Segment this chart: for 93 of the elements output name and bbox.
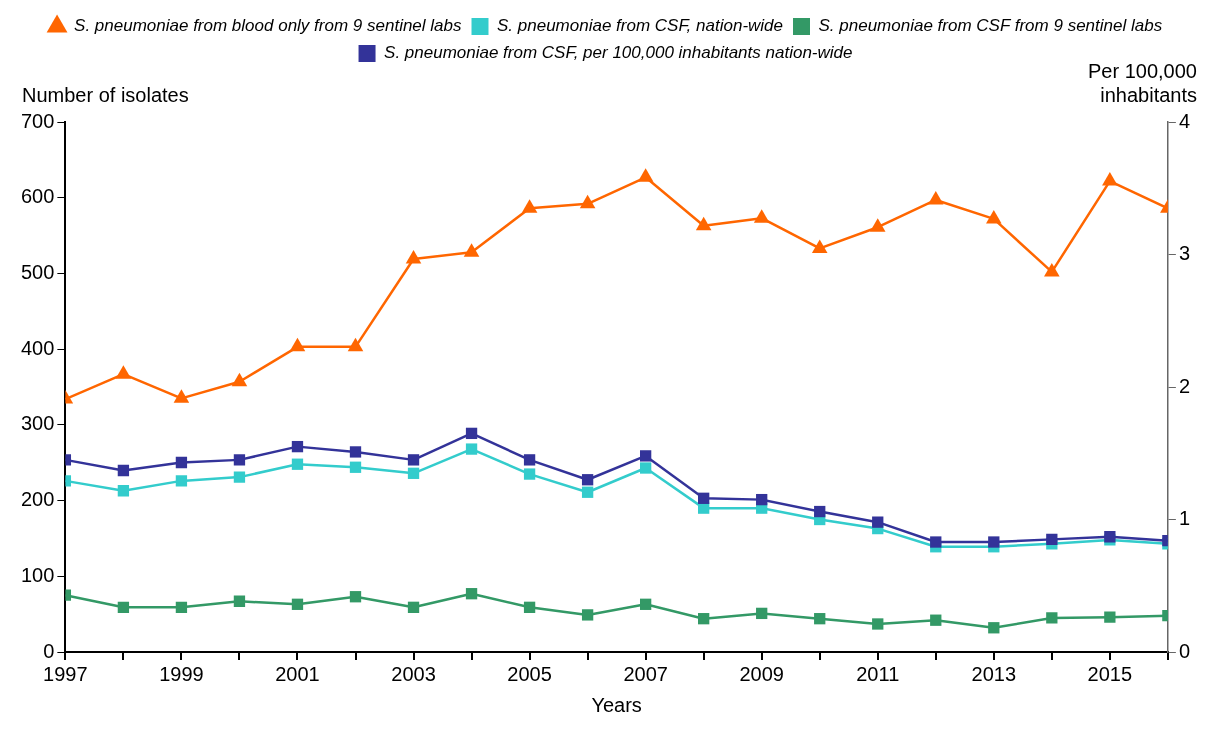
point xyxy=(291,598,304,610)
y-tick-label: 500 xyxy=(20,260,55,283)
point xyxy=(930,614,942,626)
point xyxy=(811,239,828,253)
point xyxy=(930,536,942,548)
point xyxy=(117,464,130,477)
point xyxy=(814,505,826,518)
y2-tick-label: 4 xyxy=(1178,109,1190,132)
y2-tick-label: 0 xyxy=(1178,639,1190,662)
x-tick-label: 1997 xyxy=(43,662,88,685)
point xyxy=(581,474,594,486)
x-tick-label: 2001 xyxy=(275,662,320,685)
point xyxy=(872,618,884,630)
point xyxy=(988,622,1000,634)
point xyxy=(349,591,362,603)
x-tick-label: 2003 xyxy=(391,662,436,685)
point xyxy=(347,337,364,352)
point xyxy=(405,250,422,264)
y-tick-label: 400 xyxy=(20,336,55,359)
point xyxy=(814,613,826,625)
point xyxy=(1102,172,1118,186)
point xyxy=(407,601,420,613)
x-tick-label: 2009 xyxy=(739,662,784,685)
point xyxy=(291,458,304,470)
point xyxy=(407,454,420,466)
point xyxy=(1104,611,1116,623)
point xyxy=(1044,262,1060,277)
point xyxy=(581,486,594,498)
y-tick-label: 100 xyxy=(20,563,55,586)
point xyxy=(407,467,420,479)
point xyxy=(349,461,362,473)
point xyxy=(639,598,652,610)
x-tick-label: 2007 xyxy=(623,662,668,685)
point xyxy=(465,427,478,440)
point xyxy=(291,440,304,453)
point xyxy=(695,216,712,231)
point xyxy=(988,536,1000,548)
point xyxy=(579,194,596,209)
point xyxy=(581,609,594,621)
x-tick-label: 2015 xyxy=(1087,662,1133,685)
point xyxy=(523,454,536,466)
y-axis-title: Number of isolates xyxy=(22,84,189,106)
point xyxy=(289,337,306,352)
point xyxy=(175,601,188,613)
point xyxy=(523,468,536,480)
point xyxy=(465,588,478,600)
point xyxy=(927,190,944,205)
y-tick-label: 300 xyxy=(20,412,55,435)
legend-label: S. pneumoniae from blood only from 9 sentinel labs xyxy=(74,16,462,36)
point xyxy=(463,243,480,257)
y-tick-label: 600 xyxy=(20,185,55,208)
legend-label: S. pneumoniae from CSF, per 100,000 inhabitants nation-wide xyxy=(384,43,853,63)
point xyxy=(233,595,246,607)
x-axis-title: Years xyxy=(591,694,642,716)
y-tick-label: 0 xyxy=(43,639,55,662)
point xyxy=(233,471,246,483)
point xyxy=(986,209,1002,224)
point xyxy=(1046,533,1058,546)
point xyxy=(756,607,768,620)
y-tick-label: 200 xyxy=(20,488,55,511)
point xyxy=(756,493,768,506)
x-tick-label: 1999 xyxy=(159,662,204,685)
x-tick-label: 2005 xyxy=(507,662,552,685)
point xyxy=(117,601,130,613)
point xyxy=(637,168,654,182)
point xyxy=(639,450,652,462)
y2-tick-label: 2 xyxy=(1178,374,1190,397)
point xyxy=(465,443,478,455)
point xyxy=(231,372,248,387)
point xyxy=(175,456,188,469)
y-tick-label: 700 xyxy=(20,109,55,132)
point xyxy=(698,492,710,504)
point xyxy=(349,446,362,458)
legend-label: S. pneumoniae from CSF from 9 sentinel labs xyxy=(818,16,1163,36)
point xyxy=(233,454,246,466)
point xyxy=(117,485,130,497)
y2-tick-label: 1 xyxy=(1178,507,1190,530)
point xyxy=(698,613,710,625)
point xyxy=(1046,612,1058,624)
point xyxy=(521,199,538,213)
point xyxy=(173,389,190,403)
x-tick-label: 2013 xyxy=(971,662,1017,685)
y2-tick-label: 3 xyxy=(1178,242,1190,265)
y2-axis-title: Per 100,000 inhabitants xyxy=(1088,60,1197,106)
point xyxy=(175,475,188,487)
point xyxy=(523,601,536,613)
point xyxy=(869,218,886,232)
x-tick-label: 2011 xyxy=(856,662,900,685)
point xyxy=(753,209,770,223)
point xyxy=(115,365,132,379)
point xyxy=(872,516,884,528)
legend-label: S. pneumoniae from CSF, nation-wide xyxy=(497,16,784,36)
point xyxy=(639,462,652,474)
